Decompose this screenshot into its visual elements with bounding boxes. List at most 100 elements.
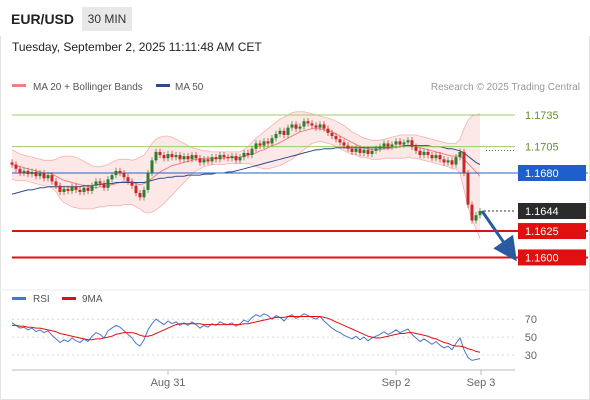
candle-body: [246, 152, 250, 156]
candle-body: [402, 142, 406, 145]
candle-body: [366, 149, 370, 154]
candle-body: [38, 173, 42, 177]
x-tick-label: Sep 2: [382, 377, 411, 389]
candle-body: [66, 188, 70, 191]
candle-body: [222, 155, 226, 158]
candle-body: [174, 155, 178, 158]
candle-body: [290, 124, 294, 128]
candle-body: [346, 145, 350, 149]
candle-body: [466, 173, 470, 205]
candle-body: [262, 141, 266, 146]
candle-body: [154, 151, 158, 161]
level-label-box: [518, 203, 586, 219]
ma50-line: [11, 145, 481, 195]
x-tick-label: Aug 31: [151, 377, 186, 389]
candle-body: [78, 189, 82, 192]
candle-body: [278, 130, 282, 134]
candle-body: [206, 159, 210, 162]
candle-body: [406, 140, 410, 143]
level-label-box: [518, 249, 586, 266]
candle-body: [86, 187, 90, 191]
candle-body: [462, 151, 466, 173]
bollinger-bands: [11, 111, 481, 239]
level-label-pivot: 1.1680: [525, 168, 559, 180]
candle-body: [358, 148, 362, 153]
candle-body: [102, 183, 106, 188]
ma50-legend-swatch: [156, 84, 170, 87]
candle-body: [266, 141, 270, 144]
candle-body: [334, 136, 338, 140]
candle-body: [198, 158, 202, 163]
candle-body: [254, 143, 258, 149]
candle-body: [138, 193, 142, 198]
candle-body: [126, 177, 130, 182]
candle-body: [82, 187, 86, 192]
candle-body: [178, 155, 182, 160]
candle-body: [202, 159, 206, 163]
candle-body: [410, 140, 414, 147]
candle-body: [314, 125, 318, 128]
header-bar: EUR/USD 30 MIN: [0, 0, 590, 36]
candle-body: [122, 173, 126, 178]
candle-body: [62, 188, 66, 192]
candle-body: [338, 139, 342, 143]
level-label-box: [518, 223, 586, 240]
level-label-support: 1.1625: [525, 226, 559, 238]
candle-body: [14, 164, 18, 169]
candle-body: [50, 175, 54, 182]
candle-body: [182, 156, 186, 160]
candle-body: [258, 143, 262, 146]
candle-body: [454, 157, 458, 165]
candle-body: [230, 156, 234, 159]
rsi-ma9-line: [12, 316, 481, 353]
timeframe-button[interactable]: 30 MIN: [82, 7, 132, 31]
candle-body: [382, 143, 386, 147]
candle-body: [414, 146, 418, 151]
ma50-path: [11, 145, 481, 195]
candle-body: [330, 132, 334, 137]
x-axis: Aug 31 Sep 2 Sep 3: [151, 370, 495, 389]
candle-body: [470, 204, 474, 221]
level-label-support: 1.1600: [525, 252, 559, 264]
candle-body: [474, 215, 478, 221]
candle-body: [186, 156, 190, 160]
candle-body: [298, 126, 302, 129]
candle-body: [158, 151, 162, 156]
candle-body: [322, 124, 326, 129]
candle-body: [214, 157, 218, 160]
candle-body: [150, 160, 154, 173]
candle-body: [274, 133, 278, 139]
candle-body: [390, 144, 394, 147]
candle-body: [418, 150, 422, 156]
candle-body: [438, 155, 442, 160]
candle-body: [430, 155, 434, 159]
price-levels: 1.1735 1.1705 1.1680 1.1644 1.1625 1.1600: [12, 110, 588, 266]
candle-body: [446, 160, 450, 163]
candle-body: [166, 154, 170, 159]
bollinger-upper: [11, 111, 481, 168]
forecast-arrow-line: [480, 210, 517, 262]
candle-body: [250, 148, 254, 156]
ma9-legend-swatch: [62, 297, 76, 300]
candle-body: [194, 155, 198, 159]
rsi-tick-label: 30: [525, 350, 537, 362]
candle-body: [10, 162, 14, 165]
candle-body: [226, 157, 230, 159]
level-label-box: [518, 165, 586, 181]
symbol-label: EUR/USD: [11, 11, 75, 27]
rsi-legend-label: RSI: [33, 294, 50, 305]
candle-body: [26, 170, 30, 175]
rsi-panel: 70 50 30: [11, 313, 537, 362]
credit-text: Research © 2025 Trading Central: [431, 82, 580, 93]
candle-body: [30, 171, 34, 175]
candle-body: [58, 185, 62, 192]
candle-body: [434, 155, 438, 159]
candle-body: [162, 155, 166, 159]
candle-body: [238, 157, 242, 161]
candle-body: [378, 146, 382, 149]
candle-body: [302, 121, 306, 127]
candle-body: [134, 185, 138, 194]
candle-body: [398, 141, 402, 145]
candle-body: [110, 175, 114, 180]
